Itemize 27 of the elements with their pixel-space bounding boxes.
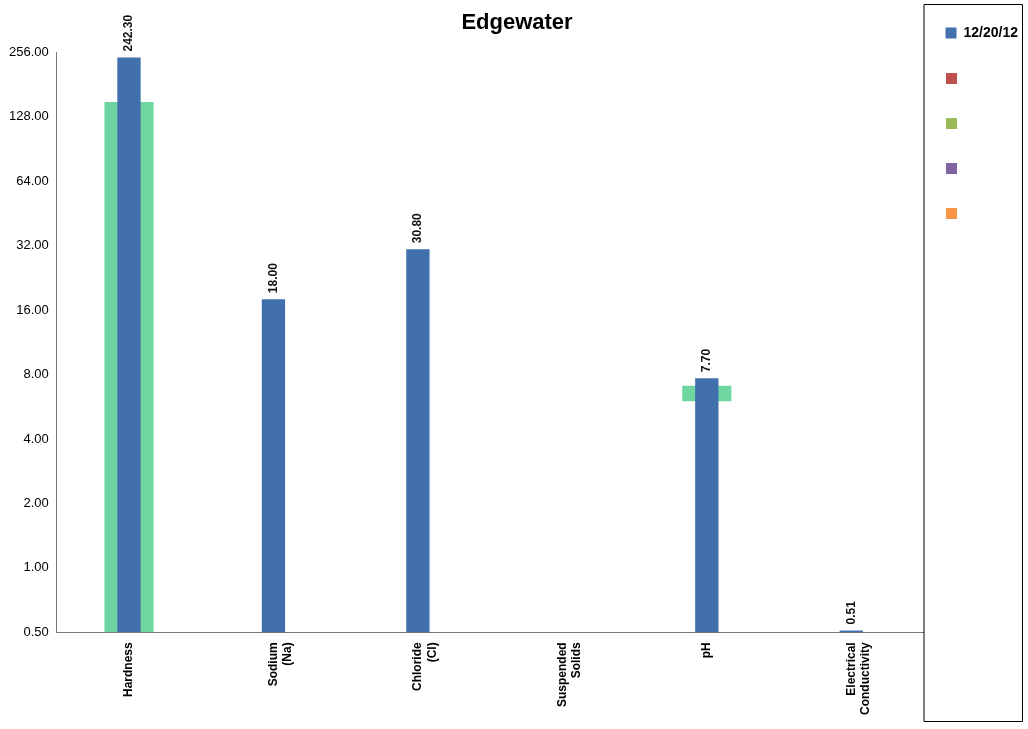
y-tick-label: 2.00 (23, 495, 49, 511)
data-label: 7.70 (699, 348, 714, 373)
y-tick-label: 0.50 (23, 623, 49, 639)
x-tick-label: Sodium (Na) (265, 642, 295, 687)
y-tick-label: 16.00 (16, 301, 49, 317)
chart-title: Edgewater (461, 9, 574, 35)
data-label: 242.30 (121, 14, 136, 52)
data-label: 30.80 (410, 212, 425, 244)
bar (117, 57, 141, 633)
x-tick-label: Electrical Conductivity (843, 642, 872, 715)
y-tick-label: 256.00 (9, 43, 49, 59)
data-label: 0.51 (843, 600, 858, 625)
data-label: 18.00 (265, 262, 280, 294)
bar (695, 378, 719, 633)
y-tick-label: 32.00 (16, 237, 49, 253)
x-tick-label: Suspended Solids (554, 642, 584, 708)
x-tick-label: pH (699, 642, 714, 659)
bar (406, 249, 430, 633)
y-tick-label: 8.00 (23, 366, 49, 382)
legend-label: 12/20/12 (963, 23, 1019, 40)
x-tick-label: Hardness (121, 642, 136, 698)
y-tick-label: 4.00 (23, 430, 49, 446)
x-tick-label: Chloride (Cl) (410, 642, 439, 691)
y-tick-label: 64.00 (16, 172, 49, 188)
y-tick-label: 1.00 (23, 559, 49, 575)
bar (261, 299, 286, 633)
y-tick-label: 128.00 (9, 108, 49, 124)
